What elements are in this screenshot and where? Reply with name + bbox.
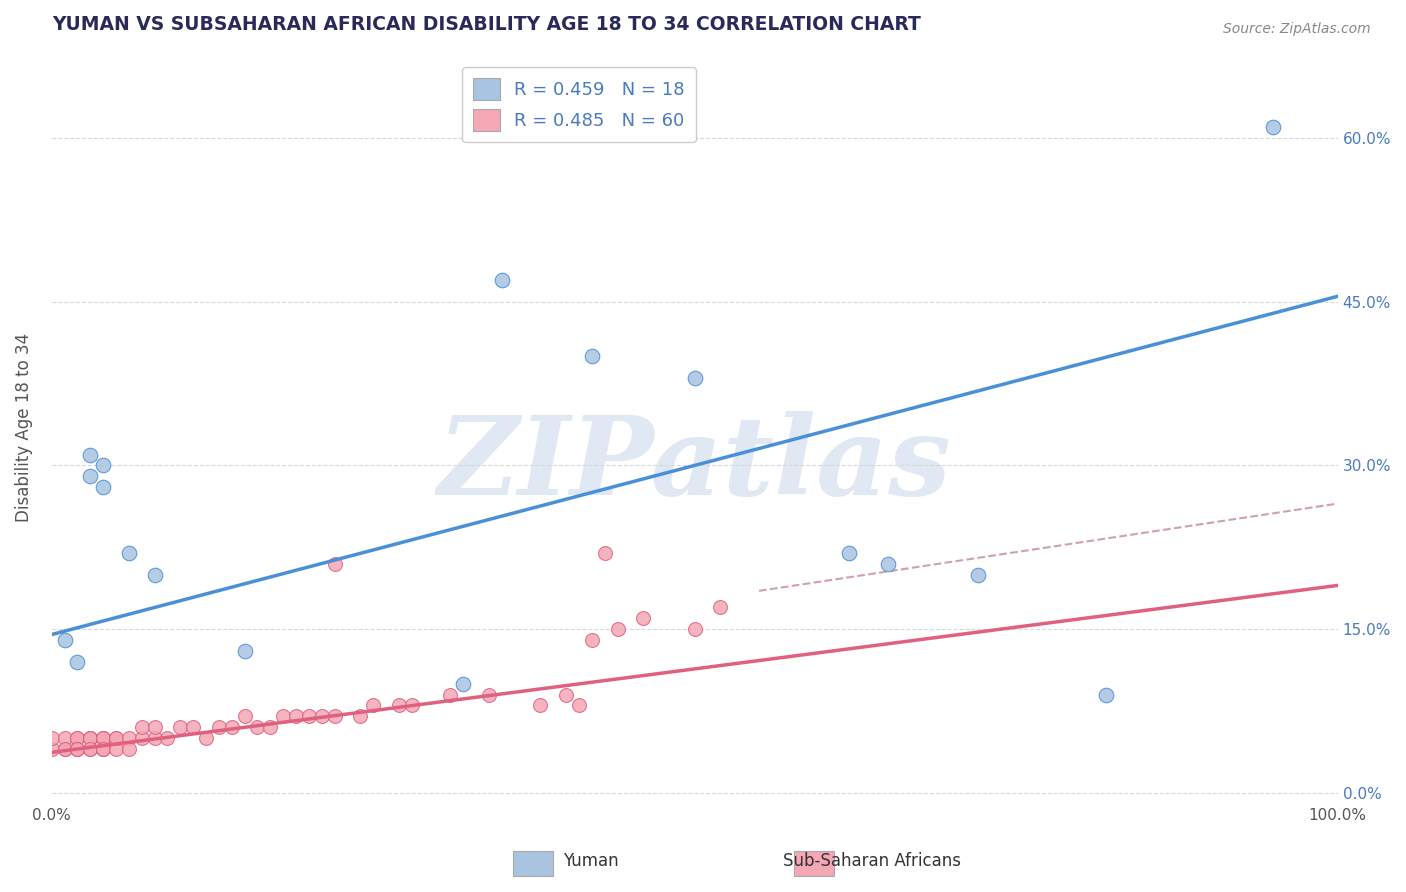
Point <box>79 731 101 746</box>
Point <box>401 698 423 713</box>
Point <box>53 632 76 647</box>
Point <box>66 731 89 746</box>
Y-axis label: Disability Age 18 to 34: Disability Age 18 to 34 <box>15 333 32 522</box>
Point <box>876 557 898 571</box>
Point <box>233 709 256 723</box>
Point <box>66 742 89 756</box>
Point <box>838 546 860 560</box>
Point <box>221 720 243 734</box>
Point <box>181 720 204 734</box>
Text: Sub-Saharan Africans: Sub-Saharan Africans <box>783 852 960 870</box>
Point <box>568 698 591 713</box>
Text: ZIPatlas: ZIPatlas <box>437 411 952 518</box>
Text: Yuman: Yuman <box>562 852 619 870</box>
Point <box>105 742 128 756</box>
Point <box>79 731 101 746</box>
Point <box>105 731 128 746</box>
Point <box>79 469 101 483</box>
Point <box>53 731 76 746</box>
Point <box>683 371 706 385</box>
Point <box>1263 120 1285 135</box>
Point <box>79 742 101 756</box>
Point <box>105 731 128 746</box>
Point <box>91 742 114 756</box>
Point <box>478 688 501 702</box>
Point <box>91 458 114 473</box>
Point <box>91 731 114 746</box>
Point <box>91 480 114 494</box>
Point <box>195 731 218 746</box>
Point <box>79 742 101 756</box>
Point <box>143 567 166 582</box>
Point <box>323 557 346 571</box>
Point <box>53 742 76 756</box>
Point <box>41 742 63 756</box>
Point <box>53 742 76 756</box>
Point <box>349 709 371 723</box>
Point <box>311 709 333 723</box>
Point <box>169 720 191 734</box>
Point <box>66 742 89 756</box>
Point <box>91 742 114 756</box>
Text: Source: ZipAtlas.com: Source: ZipAtlas.com <box>1223 22 1371 37</box>
Point <box>208 720 231 734</box>
Point <box>79 448 101 462</box>
Point <box>66 742 89 756</box>
Point <box>41 731 63 746</box>
Point <box>271 709 294 723</box>
Point <box>233 644 256 658</box>
Point <box>66 655 89 669</box>
Point <box>606 622 628 636</box>
Point <box>259 720 281 734</box>
Point <box>298 709 321 723</box>
Point <box>323 709 346 723</box>
Legend: R = 0.459   N = 18, R = 0.485   N = 60: R = 0.459 N = 18, R = 0.485 N = 60 <box>463 68 696 142</box>
Point <box>118 742 141 756</box>
Point <box>529 698 551 713</box>
Point <box>131 720 153 734</box>
Point <box>91 742 114 756</box>
Point <box>683 622 706 636</box>
Point <box>966 567 988 582</box>
Point <box>361 698 384 713</box>
Point <box>118 731 141 746</box>
Point <box>66 731 89 746</box>
Text: YUMAN VS SUBSAHARAN AFRICAN DISABILITY AGE 18 TO 34 CORRELATION CHART: YUMAN VS SUBSAHARAN AFRICAN DISABILITY A… <box>52 15 921 34</box>
Point <box>388 698 411 713</box>
Point <box>156 731 179 746</box>
Point <box>131 731 153 746</box>
Point <box>451 676 474 690</box>
Point <box>491 273 513 287</box>
Point <box>581 349 603 363</box>
Point <box>1095 688 1118 702</box>
Point <box>79 731 101 746</box>
Point <box>91 731 114 746</box>
Point <box>709 600 731 615</box>
Point <box>246 720 269 734</box>
Point <box>143 720 166 734</box>
Point <box>285 709 308 723</box>
Point <box>91 731 114 746</box>
Point <box>581 632 603 647</box>
Point <box>593 546 616 560</box>
Point <box>143 731 166 746</box>
Point <box>555 688 578 702</box>
Point <box>633 611 655 625</box>
Point <box>439 688 461 702</box>
Point <box>118 546 141 560</box>
